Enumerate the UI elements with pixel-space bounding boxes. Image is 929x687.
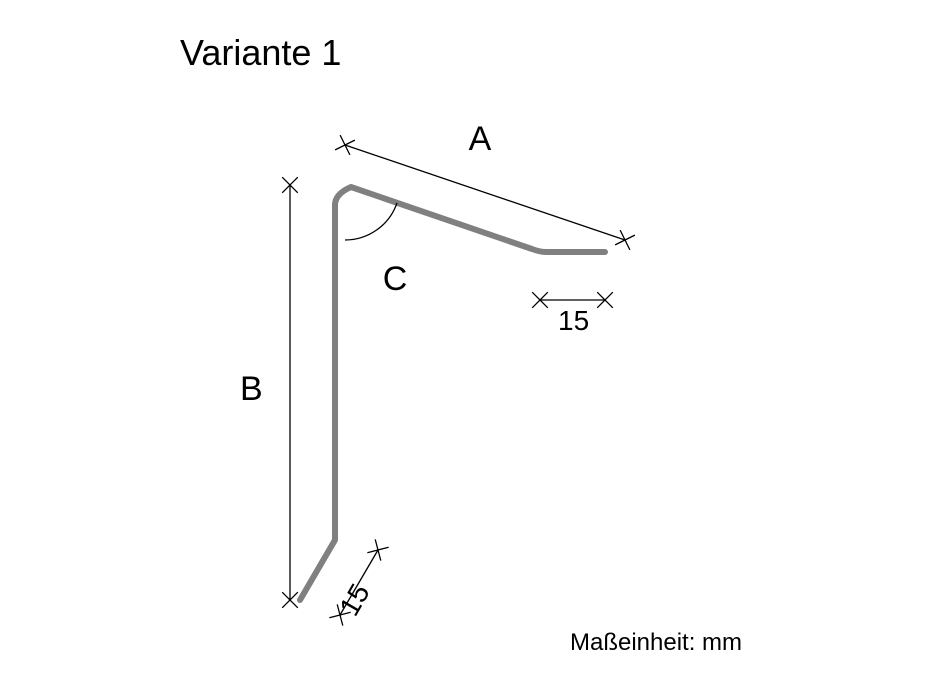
profile-outline bbox=[300, 187, 605, 600]
dim-line-a bbox=[345, 145, 625, 240]
label-c: C bbox=[383, 260, 408, 298]
label-b: B bbox=[240, 370, 263, 408]
unit-note: Maßeinheit: mm bbox=[570, 629, 742, 656]
diagram-title: Variante 1 bbox=[180, 32, 341, 73]
label-a: A bbox=[469, 120, 492, 158]
dim-label-15h: 15 bbox=[558, 305, 589, 336]
angle-arc bbox=[345, 203, 397, 240]
